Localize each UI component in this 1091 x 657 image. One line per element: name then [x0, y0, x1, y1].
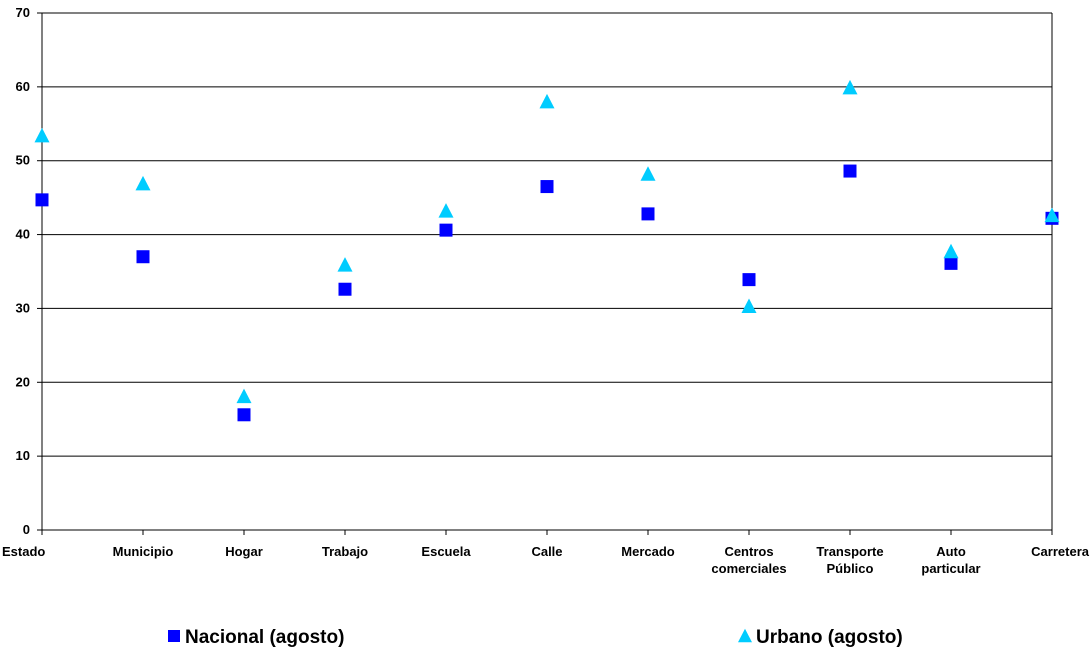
legend-triangle-icon	[738, 628, 752, 643]
data-point-square	[237, 408, 251, 422]
data-point-square	[742, 273, 756, 287]
series-urbano	[34, 79, 1060, 404]
data-series	[34, 79, 1060, 422]
y-tick-label: 60	[16, 79, 30, 94]
data-point-triangle	[236, 388, 252, 404]
data-point-square	[843, 164, 857, 178]
x-tick-labels: Estado Municipio Hogar Trabajo Escuela Calle M…	[2, 544, 1090, 576]
y-tick-labels: 0 10 20 30 40 50 60 70	[16, 5, 30, 537]
x-tick-label: Centros	[724, 544, 773, 559]
x-tick-label: Transporte	[816, 544, 883, 559]
x-tick-label: Escuela	[421, 544, 471, 559]
x-tick-label: Hogar	[225, 544, 263, 559]
gridlines	[42, 12, 1052, 457]
data-point-square	[641, 207, 655, 221]
data-point-square	[944, 256, 958, 270]
legend-label: Nacional (agosto)	[185, 627, 344, 648]
data-point-triangle	[943, 243, 959, 259]
y-tick-label: 50	[16, 153, 30, 168]
x-tick-label: particular	[921, 561, 980, 576]
x-tick-label: Estado	[2, 544, 45, 559]
data-point-square	[35, 193, 49, 207]
data-point-triangle	[539, 93, 555, 109]
x-tick-label: Mercado	[621, 544, 675, 559]
y-tick-label: 20	[16, 374, 30, 389]
y-tick-label: 30	[16, 300, 30, 315]
x-tick-label: Auto	[936, 544, 966, 559]
legend-label: Urbano (agosto)	[756, 627, 903, 648]
axes	[37, 12, 1053, 535]
x-tick-label: Calle	[531, 544, 562, 559]
data-point-triangle	[135, 175, 151, 191]
y-tick-label: 10	[16, 448, 30, 463]
data-point-triangle	[34, 127, 50, 143]
x-tick-label: Trabajo	[322, 544, 368, 559]
data-point-square	[338, 282, 352, 296]
data-point-triangle	[741, 298, 757, 313]
x-tick-label: Carretera	[1031, 544, 1090, 559]
y-tick-label: 40	[16, 227, 30, 242]
data-point-square	[136, 250, 150, 264]
legend: Nacional (agosto) Urbano (agosto)	[168, 627, 903, 648]
y-tick-label: 70	[16, 5, 30, 20]
data-point-square	[439, 223, 453, 237]
data-point-triangle	[438, 203, 454, 218]
data-point-square	[540, 180, 554, 194]
y-tick-label: 0	[23, 522, 30, 537]
data-point-triangle	[842, 79, 858, 95]
x-tick-label: Municipio	[113, 544, 174, 559]
legend-square-icon	[168, 630, 180, 642]
x-tick-label: Público	[827, 561, 874, 576]
data-point-triangle	[1044, 207, 1060, 223]
x-tick-label: comerciales	[711, 561, 786, 576]
data-point-triangle	[640, 166, 656, 181]
data-point-triangle	[337, 257, 353, 272]
